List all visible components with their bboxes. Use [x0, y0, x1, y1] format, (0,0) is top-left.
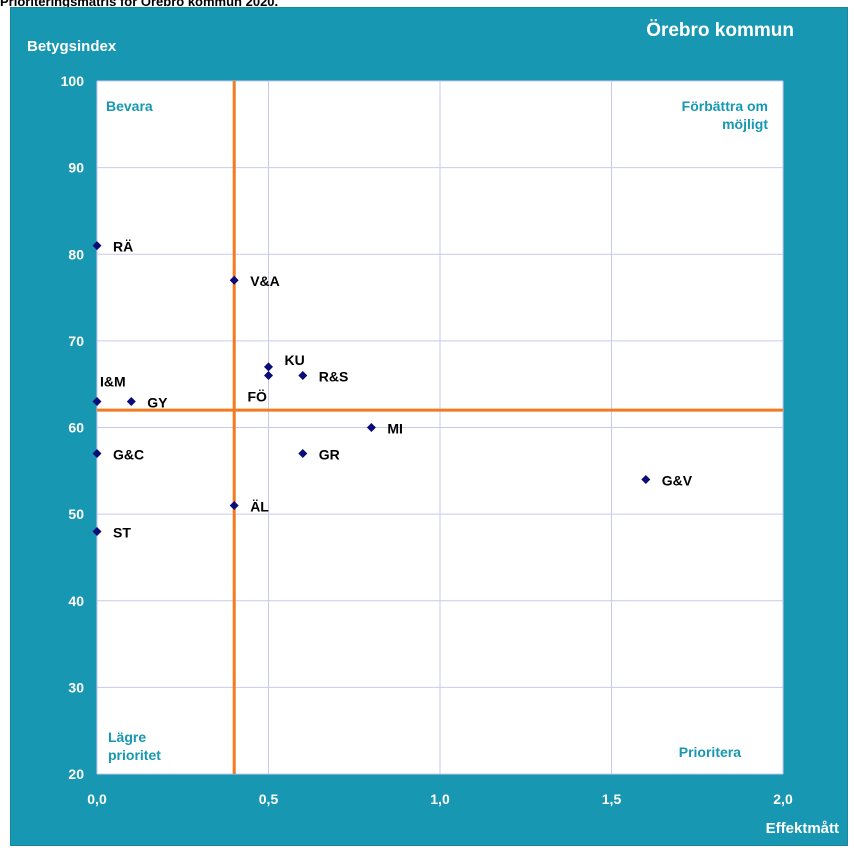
data-point-label: GR	[319, 446, 340, 462]
y-tick-label: 40	[68, 593, 84, 609]
quadrant-label: Förbättra om	[682, 98, 768, 114]
y-tick-label: 70	[68, 333, 84, 349]
x-tick-label: 0,5	[259, 791, 279, 807]
data-point-label: KU	[285, 352, 305, 368]
y-tick-label: 50	[68, 506, 84, 522]
quadrant-label: prioritet	[108, 747, 161, 763]
data-point-label: FÖ	[248, 389, 268, 405]
quadrant-label: Bevara	[106, 98, 153, 114]
data-point-marker	[92, 397, 102, 407]
page-title: Prioriteringsmatris för Örebro kommun 20…	[0, 0, 279, 9]
quadrant-dividers	[97, 81, 783, 774]
data-point-marker	[229, 500, 239, 510]
quadrant-label: Lägre	[108, 729, 146, 745]
x-axis-title: Effektmått	[766, 820, 839, 837]
data-point-marker	[126, 397, 136, 407]
y-tick-label: 100	[61, 73, 85, 89]
data-point-marker	[641, 474, 651, 484]
data-point-marker	[92, 526, 102, 536]
x-tick-label: 0,0	[87, 791, 107, 807]
data-points: RÄ V&A KU FÖ R&S I&M GY MI G&C GR G&V ÄL ST	[92, 239, 693, 540]
data-point-marker	[298, 371, 308, 381]
data-point-label: RÄ	[113, 239, 133, 255]
y-tick-label: 20	[68, 766, 84, 782]
data-point-label: GY	[147, 395, 168, 411]
data-point-label: ST	[113, 524, 131, 540]
chart-title: Örebro kommun	[646, 20, 794, 41]
data-point-label: G&V	[662, 472, 693, 488]
data-point-marker	[264, 362, 273, 372]
x-tick-label: 1,5	[602, 791, 622, 807]
quadrant-labels: Bevara Förbättra om möjligt Lägre prioritet P…	[106, 98, 768, 763]
data-point-label: MI	[387, 421, 403, 437]
tick-labels: 20 30 40 50 60 70 80 90 100 0,0 0,5 1,0 1,5 2,0	[61, 73, 793, 807]
data-point-label: V&A	[250, 273, 280, 289]
data-point-label: I&M	[100, 374, 126, 390]
data-point-marker	[92, 241, 102, 251]
data-point-label: G&C	[113, 446, 144, 462]
y-tick-label: 30	[68, 679, 84, 695]
data-point-label: ÄL	[250, 498, 269, 514]
data-point-label: R&S	[319, 369, 349, 385]
x-tick-label: 1,0	[430, 791, 450, 807]
data-point-marker	[298, 448, 308, 458]
y-tick-label: 90	[68, 160, 84, 176]
x-tick-label: 2,0	[773, 791, 793, 807]
y-axis-title: Betygsindex	[27, 38, 117, 55]
gridlines	[96, 80, 784, 775]
quadrant-label: möjligt	[722, 116, 768, 132]
data-point-marker	[366, 423, 376, 432]
data-point-marker	[264, 371, 273, 381]
data-point-marker	[92, 448, 102, 458]
y-tick-label: 80	[68, 246, 84, 262]
quadrant-label: Prioritera	[679, 744, 741, 760]
y-tick-label: 60	[68, 420, 84, 436]
data-point-marker	[229, 275, 239, 285]
